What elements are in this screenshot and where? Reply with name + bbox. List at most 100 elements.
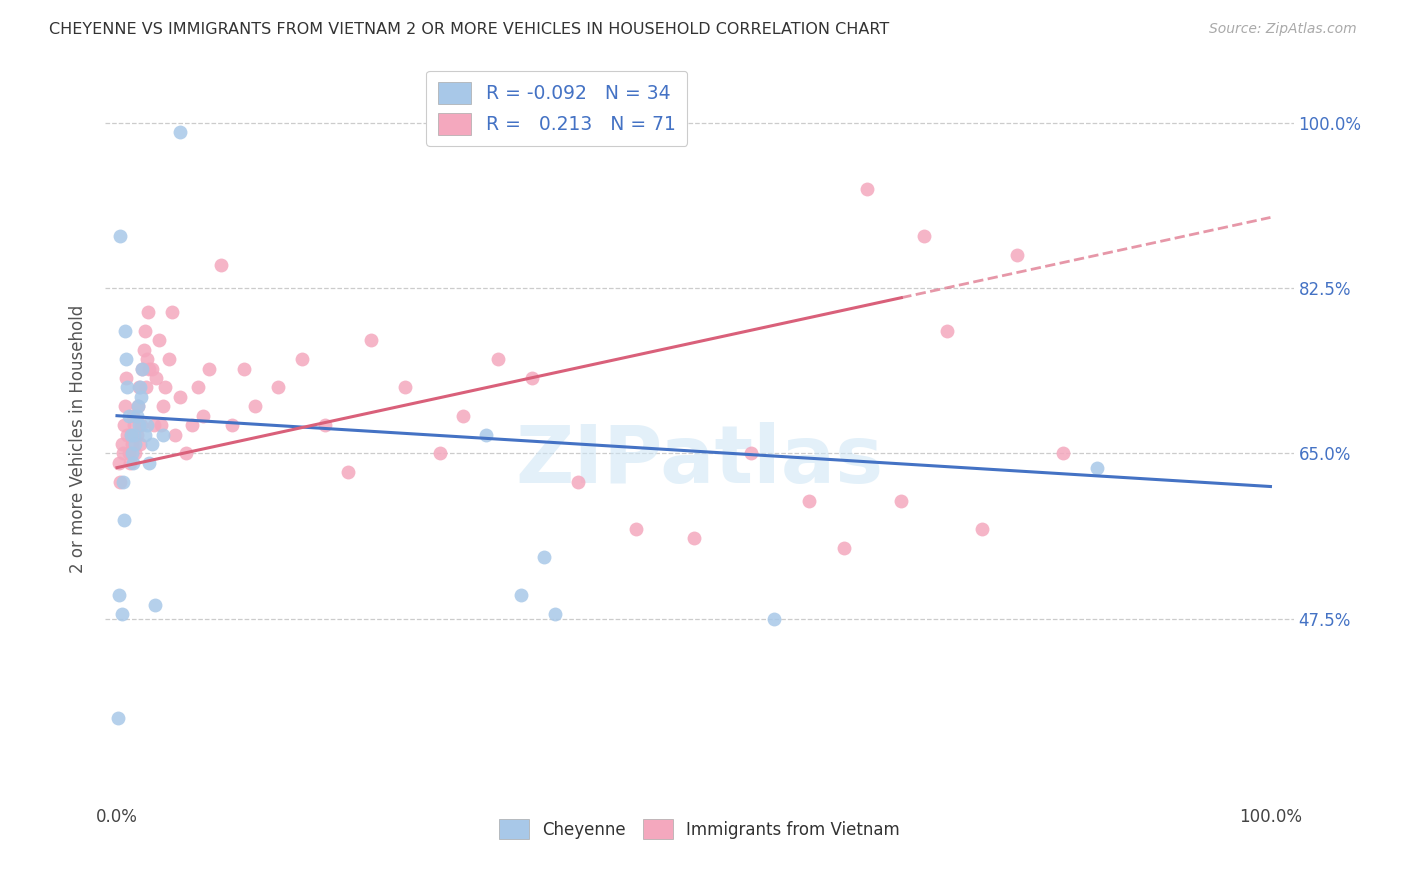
Point xyxy=(890,493,912,508)
Point xyxy=(314,418,336,433)
Point xyxy=(763,612,786,626)
Point xyxy=(141,361,163,376)
Point xyxy=(121,446,143,460)
Point xyxy=(134,427,156,442)
Point xyxy=(544,607,567,621)
Point xyxy=(152,427,174,442)
Point xyxy=(124,446,146,460)
Point xyxy=(110,229,132,244)
Point xyxy=(124,427,146,442)
Point xyxy=(198,361,221,376)
Point xyxy=(152,399,174,413)
Point xyxy=(567,475,589,489)
Point xyxy=(429,446,451,460)
Point xyxy=(174,446,197,460)
Point xyxy=(129,380,152,394)
Point xyxy=(114,324,136,338)
Point xyxy=(138,361,160,376)
Point xyxy=(148,333,170,347)
Point xyxy=(797,493,820,508)
Point xyxy=(122,456,145,470)
Point xyxy=(124,437,146,451)
Point xyxy=(149,418,172,433)
Point xyxy=(129,437,152,451)
Point xyxy=(131,361,153,376)
Point xyxy=(155,380,177,394)
Point xyxy=(141,437,163,451)
Point xyxy=(682,532,704,546)
Point xyxy=(1087,460,1109,475)
Point xyxy=(509,588,531,602)
Point xyxy=(267,380,290,394)
Point xyxy=(111,446,134,460)
Point xyxy=(451,409,474,423)
Point xyxy=(145,371,167,385)
Point xyxy=(115,371,138,385)
Point xyxy=(135,380,157,394)
Point xyxy=(193,409,215,423)
Point xyxy=(114,399,136,413)
Point xyxy=(486,352,509,367)
Point xyxy=(128,380,150,394)
Point xyxy=(136,418,159,433)
Point xyxy=(232,361,254,376)
Point xyxy=(522,371,544,385)
Point xyxy=(209,258,232,272)
Point xyxy=(107,711,129,725)
Point xyxy=(162,305,184,319)
Point xyxy=(142,418,165,433)
Point xyxy=(624,522,647,536)
Point xyxy=(124,418,146,433)
Y-axis label: 2 or more Vehicles in Household: 2 or more Vehicles in Household xyxy=(69,305,87,574)
Point xyxy=(169,390,191,404)
Text: Source: ZipAtlas.com: Source: ZipAtlas.com xyxy=(1209,22,1357,37)
Point xyxy=(181,418,204,433)
Point xyxy=(157,352,180,367)
Point xyxy=(360,333,382,347)
Point xyxy=(912,229,935,244)
Point xyxy=(970,522,993,536)
Point xyxy=(187,380,209,394)
Point xyxy=(533,550,555,565)
Point xyxy=(1005,248,1028,262)
Point xyxy=(117,409,139,423)
Point xyxy=(117,380,139,394)
Point xyxy=(138,456,160,470)
Point xyxy=(131,361,153,376)
Point xyxy=(169,126,191,140)
Point xyxy=(108,588,131,602)
Text: ZIPatlas: ZIPatlas xyxy=(516,422,883,500)
Text: CHEYENNE VS IMMIGRANTS FROM VIETNAM 2 OR MORE VEHICLES IN HOUSEHOLD CORRELATION : CHEYENNE VS IMMIGRANTS FROM VIETNAM 2 OR… xyxy=(49,22,890,37)
Point xyxy=(336,466,359,480)
Point xyxy=(740,446,762,460)
Point xyxy=(127,399,149,413)
Point xyxy=(136,352,159,367)
Point xyxy=(245,399,267,413)
Point xyxy=(112,512,135,526)
Point xyxy=(110,437,132,451)
Point xyxy=(128,418,150,433)
Point xyxy=(117,427,139,442)
Point xyxy=(120,427,142,442)
Point xyxy=(122,409,145,423)
Point xyxy=(125,409,148,423)
Point xyxy=(118,456,141,470)
Point xyxy=(1052,446,1074,460)
Point xyxy=(143,598,166,612)
Point xyxy=(221,418,243,433)
Point xyxy=(110,475,132,489)
Point xyxy=(132,343,155,357)
Point xyxy=(112,418,135,433)
Point xyxy=(125,427,148,442)
Legend: Cheyenne, Immigrants from Vietnam: Cheyenne, Immigrants from Vietnam xyxy=(492,813,907,846)
Point xyxy=(832,541,855,555)
Point xyxy=(475,427,498,442)
Point xyxy=(936,324,959,338)
Point xyxy=(290,352,312,367)
Point xyxy=(121,437,143,451)
Point xyxy=(129,390,152,404)
Point xyxy=(129,418,152,433)
Point xyxy=(108,456,131,470)
Point xyxy=(115,352,138,367)
Point xyxy=(111,475,134,489)
